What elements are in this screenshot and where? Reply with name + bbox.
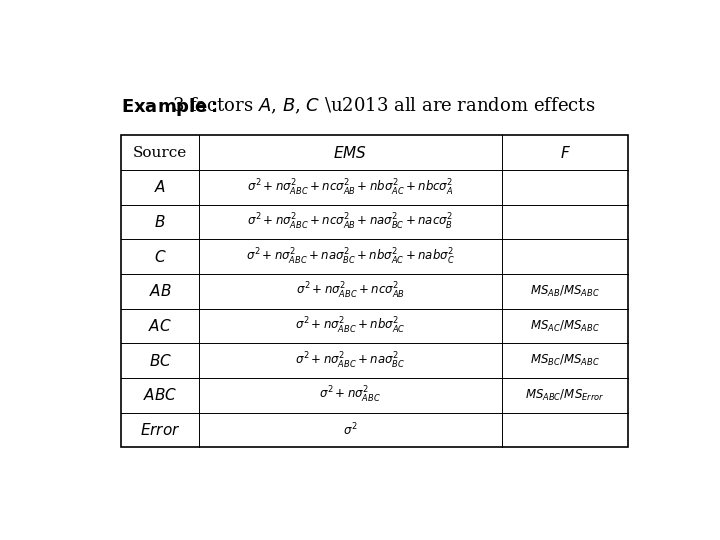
Text: $\sigma^2 + n\sigma^2_{ABC} + na\sigma^2_{BC}$: $\sigma^2 + n\sigma^2_{ABC} + na\sigma^2… — [295, 350, 405, 371]
Text: $\mathit{BC}$: $\mathit{BC}$ — [148, 353, 171, 369]
Bar — [121, 136, 629, 447]
Text: $\mathbf{Example{:}}$: $\mathbf{Example{:}}$ — [121, 96, 217, 118]
Text: $\mathit{MS}_{ABC}/\mathit{MS}_{Error}$: $\mathit{MS}_{ABC}/\mathit{MS}_{Error}$ — [526, 388, 605, 403]
Text: $\mathit{AB}$: $\mathit{AB}$ — [148, 284, 171, 299]
Text: $\mathit{B}$: $\mathit{B}$ — [154, 214, 166, 230]
Text: Source: Source — [133, 146, 187, 160]
Text: $\sigma^2 + n\sigma^2_{ABC}$: $\sigma^2 + n\sigma^2_{ABC}$ — [320, 386, 382, 406]
Text: $\mathit{MS}_{AC}/\mathit{MS}_{ABC}$: $\mathit{MS}_{AC}/\mathit{MS}_{ABC}$ — [530, 319, 600, 334]
Text: $\mathit{MS}_{BC}/\mathit{MS}_{ABC}$: $\mathit{MS}_{BC}/\mathit{MS}_{ABC}$ — [530, 353, 600, 368]
Text: $\mathit{MS}_{AB}/\mathit{MS}_{ABC}$: $\mathit{MS}_{AB}/\mathit{MS}_{ABC}$ — [530, 284, 600, 299]
Text: $\mathit{ABC}$: $\mathit{ABC}$ — [143, 387, 177, 403]
Text: $\sigma^2 + n\sigma^2_{ABC} + nc\sigma^2_{AB} + na\sigma^2_{BC} + nac\sigma^2_B$: $\sigma^2 + n\sigma^2_{ABC} + nc\sigma^2… — [248, 212, 454, 232]
Text: $\sigma^2$: $\sigma^2$ — [343, 422, 358, 438]
Text: $\sigma^2 + n\sigma^2_{ABC} + na\sigma^2_{BC} + nb\sigma^2_{AC} + nab\sigma^2_C$: $\sigma^2 + n\sigma^2_{ABC} + na\sigma^2… — [246, 247, 455, 267]
Text: $\sigma^2 + n\sigma^2_{ABC} + nb\sigma^2_{AC}$: $\sigma^2 + n\sigma^2_{ABC} + nb\sigma^2… — [295, 316, 405, 336]
Text: $\sigma^2 + n\sigma^2_{ABC} + nc\sigma^2_{AB}$: $\sigma^2 + n\sigma^2_{ABC} + nc\sigma^2… — [296, 281, 405, 301]
Text: $\mathit{AC}$: $\mathit{AC}$ — [148, 318, 172, 334]
Text: $\mathit{Error}$: $\mathit{Error}$ — [140, 422, 180, 438]
Text: $\mathit{A}$: $\mathit{A}$ — [154, 179, 166, 195]
Text: $\mathit{C}$: $\mathit{C}$ — [154, 249, 166, 265]
Text: $\mathit{EMS}$: $\mathit{EMS}$ — [333, 145, 367, 161]
Text: $\mathit{F}$: $\mathit{F}$ — [559, 145, 570, 161]
Text: 3 factors $\mathit{A}$, $\mathit{B}$, $\mathit{C}$ \u2013 all are random effects: 3 factors $\mathit{A}$, $\mathit{B}$, $\… — [172, 96, 595, 116]
Text: $\sigma^2 + n\sigma^2_{ABC} + nc\sigma^2_{AB} + nb\sigma^2_{AC} + nbc\sigma^2_A$: $\sigma^2 + n\sigma^2_{ABC} + nc\sigma^2… — [247, 178, 454, 198]
